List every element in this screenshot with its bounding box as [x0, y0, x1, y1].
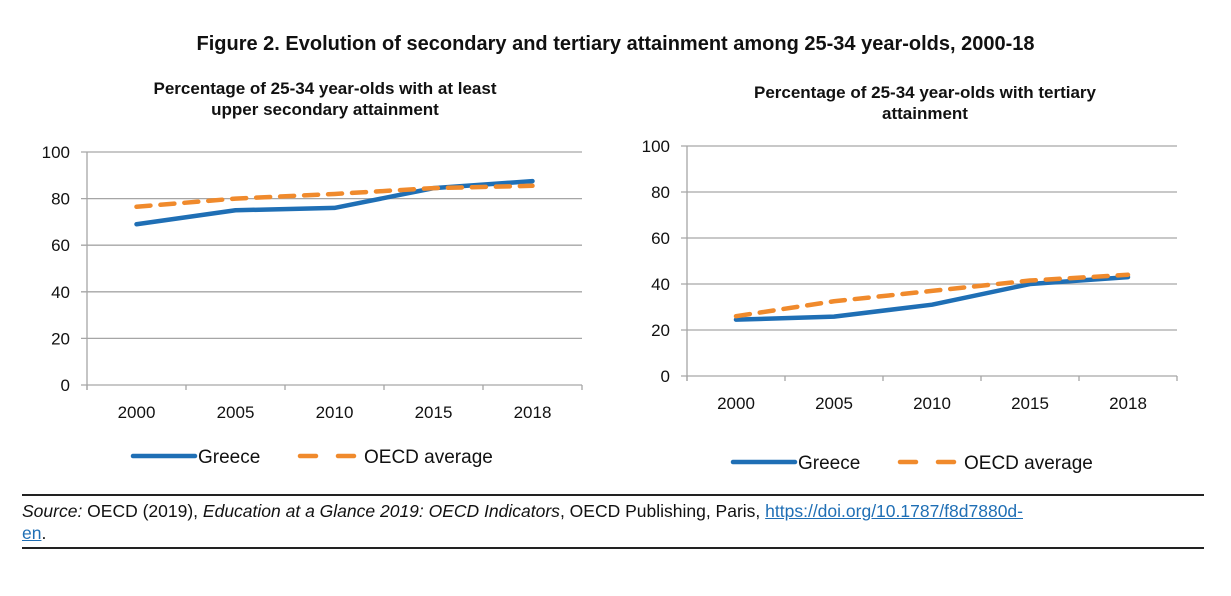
- y-tick-label: 40: [51, 283, 70, 302]
- series-line-oecd-average: [134, 183, 535, 210]
- source-text-2: , OECD Publishing, Paris,: [559, 501, 766, 521]
- legend: Greece OECD average: [130, 447, 493, 468]
- x-tick-label: 2010: [913, 394, 951, 413]
- y-tick-label: 80: [651, 183, 670, 202]
- y-tick-label: 0: [61, 376, 70, 395]
- y-tick-label: 20: [651, 321, 670, 340]
- source-note: Source: OECD (2019), Education at a Glan…: [22, 494, 1204, 549]
- chart1-title-line1: Percentage of 25-34 year-olds with at le…: [153, 79, 497, 98]
- legend-label-oecd-average: OECD average: [964, 453, 1093, 474]
- chart2-title: Percentage of 25-34 year-olds with terti…: [660, 82, 1190, 124]
- x-tick-label: 2000: [118, 403, 156, 422]
- source-publication: Education at a Glance 2019: OECD Indicat…: [202, 501, 560, 521]
- y-tick-label: 40: [651, 275, 670, 294]
- x-tick-label: 2015: [1011, 394, 1049, 413]
- y-tick-label: 0: [661, 367, 670, 386]
- y-tick-label: 20: [51, 329, 70, 348]
- series-line-greece: [134, 178, 535, 227]
- source-label: Source:: [22, 501, 83, 521]
- y-tick-label: 60: [51, 236, 70, 255]
- x-tick-label: 2018: [1109, 394, 1147, 413]
- chart1-title-line2: upper secondary attainment: [211, 100, 439, 119]
- x-tick-label: 2005: [217, 403, 255, 422]
- source-doi-link-cont[interactable]: en: [22, 523, 42, 543]
- y-tick-label: 60: [651, 229, 670, 248]
- legend-label-greece: Greece: [798, 453, 860, 474]
- chart2-title-line1: Percentage of 25-34 year-olds with terti…: [753, 83, 1097, 102]
- legend-label-oecd-average: OECD average: [364, 447, 493, 468]
- y-tick-label: 80: [51, 190, 70, 209]
- figure-title: Figure 2. Evolution of secondary and ter…: [196, 33, 1035, 55]
- x-tick-label: 2000: [717, 394, 755, 413]
- series-line-greece: [733, 274, 1131, 322]
- legend: Greece OECD average: [730, 453, 1093, 474]
- chart1-title: Percentage of 25-34 year-olds with at le…: [60, 78, 590, 120]
- x-tick-label: 2005: [815, 394, 853, 413]
- source-end: .: [41, 523, 47, 543]
- x-tick-label: 2018: [514, 403, 552, 422]
- legend-label-greece: Greece: [198, 447, 260, 468]
- y-tick-label: 100: [642, 137, 670, 156]
- series-line-oecd-average: [733, 272, 1131, 319]
- x-tick-label: 2010: [316, 403, 354, 422]
- source-doi-link[interactable]: https://doi.org/10.1787/f8d7880d-: [765, 501, 1023, 521]
- y-tick-label: 100: [42, 143, 70, 162]
- chart2-title-line2: attainment: [882, 104, 968, 123]
- x-tick-label: 2015: [415, 403, 453, 422]
- source-text-1: OECD (2019),: [82, 501, 203, 521]
